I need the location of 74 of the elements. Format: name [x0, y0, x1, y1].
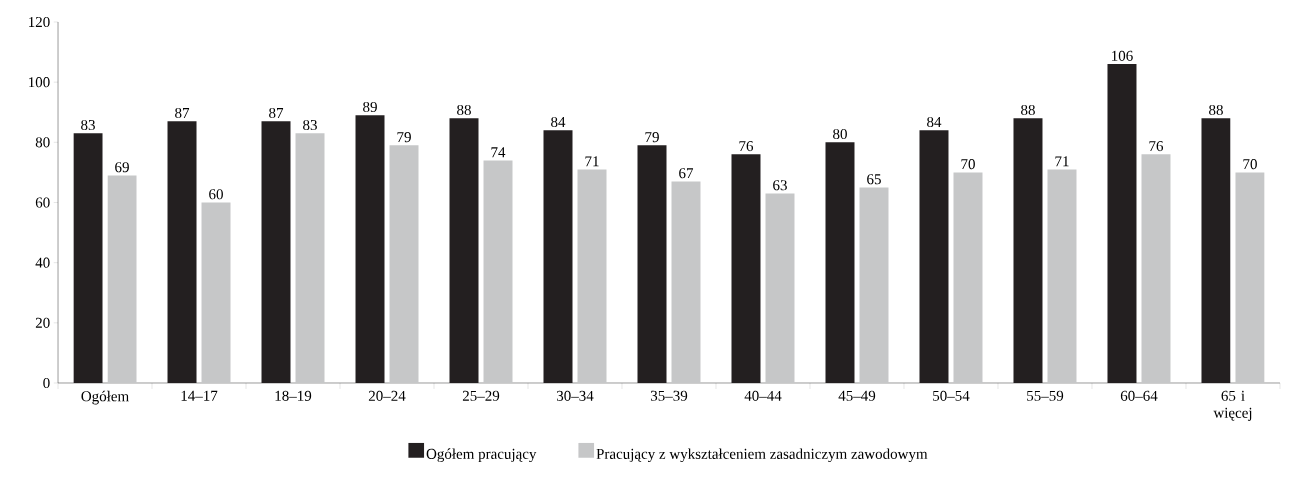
bar — [389, 145, 419, 383]
bar — [261, 121, 291, 383]
data-label: 88 — [1209, 104, 1223, 116]
y-tick-label: 20 — [35, 317, 50, 328]
y-tick-label: 40 — [35, 257, 50, 268]
bar — [1107, 64, 1137, 383]
bar — [295, 133, 325, 383]
y-tick-label: 100 — [29, 77, 50, 88]
data-label: 84 — [927, 116, 942, 128]
x-tick-label: 40–44 — [744, 390, 782, 401]
bar — [167, 121, 197, 383]
bar — [953, 172, 983, 383]
data-label: 88 — [1021, 104, 1035, 116]
x-tick-label: 20–24 — [368, 390, 406, 401]
data-label: 84 — [551, 116, 566, 128]
x-tick-label: 55–59 — [1027, 390, 1064, 401]
bar — [1235, 172, 1265, 383]
data-label: 69 — [115, 162, 129, 173]
bar — [671, 181, 701, 383]
bar — [543, 130, 573, 383]
x-tick-label: 35–39 — [650, 390, 688, 401]
x-tick-label: 50–54 — [933, 390, 970, 401]
x-tick-label: 25–29 — [462, 390, 500, 401]
y-tick-label: 60 — [35, 197, 50, 208]
bar — [355, 115, 385, 383]
bar — [1047, 169, 1077, 383]
x-tick-label: 14–17 — [181, 390, 218, 401]
data-label: 87 — [175, 107, 190, 119]
legend-label: Ogółem pracujący — [426, 448, 537, 463]
bar — [1141, 154, 1171, 383]
data-label: 87 — [269, 107, 284, 119]
bar — [825, 142, 855, 383]
bar — [483, 160, 513, 383]
y-tick-label: 80 — [35, 137, 50, 148]
data-label: 65 — [867, 174, 881, 185]
legend-label: Pracujący z wykształceniem zasadniczym zawodowym — [596, 448, 928, 463]
data-label: 106 — [1112, 50, 1133, 61]
bar — [765, 193, 795, 383]
bar — [73, 133, 103, 383]
y-tick-label: 120 — [29, 16, 50, 28]
bar — [1013, 118, 1043, 383]
data-label: 76 — [739, 141, 754, 152]
data-label: 76 — [1149, 141, 1164, 152]
x-tick-label: 65 i więcej — [1213, 390, 1252, 421]
bar — [731, 154, 761, 383]
data-label: 70 — [961, 159, 975, 170]
x-tick-label: 18–19 — [275, 390, 312, 401]
x-tick-label: Ogółem — [81, 390, 129, 405]
data-label: 63 — [773, 180, 787, 191]
x-tick-label: 30–34 — [556, 390, 594, 401]
data-label: 88 — [457, 104, 471, 116]
bar — [449, 118, 479, 383]
x-tick-label: 60–64 — [1120, 390, 1158, 401]
bar — [577, 169, 607, 383]
data-label: 71 — [1055, 156, 1069, 167]
data-label: 71 — [585, 156, 599, 167]
data-label: 79 — [645, 132, 659, 143]
data-label: 74 — [491, 147, 506, 158]
data-label: 83 — [303, 119, 317, 131]
data-label: 60 — [209, 189, 223, 200]
data-label: 89 — [363, 101, 377, 113]
bar — [1201, 118, 1231, 383]
bar — [859, 187, 889, 383]
x-tick-label: 45–49 — [838, 390, 876, 401]
bar — [637, 145, 667, 383]
bar — [919, 130, 949, 383]
data-label: 83 — [81, 119, 95, 131]
data-label: 79 — [397, 132, 411, 143]
bar — [107, 175, 137, 383]
y-tick-label: 0 — [43, 377, 50, 389]
data-label: 80 — [833, 129, 847, 140]
data-label: 67 — [679, 168, 694, 179]
data-label: 70 — [1243, 159, 1257, 170]
bar — [201, 202, 231, 383]
